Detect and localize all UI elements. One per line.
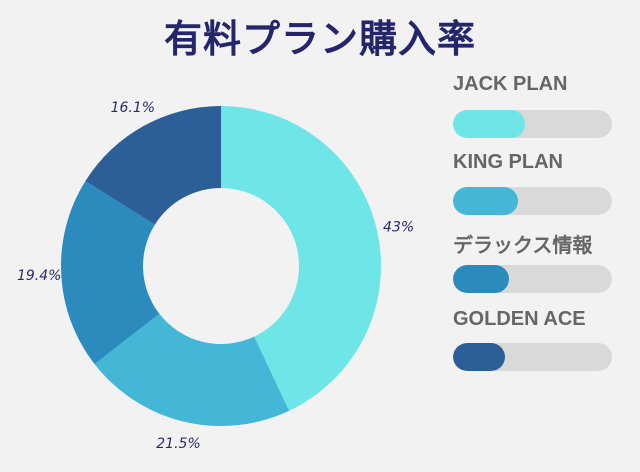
pct-label-jack-plan: 43% bbox=[383, 219, 414, 235]
slice-king-plan bbox=[94, 313, 290, 427]
legend-bar-fill-jack-plan bbox=[453, 110, 525, 138]
pct-label-golden-ace: 16.1% bbox=[111, 100, 155, 116]
pct-label-deluxe: 19.4% bbox=[17, 268, 61, 284]
slice-golden-ace bbox=[85, 106, 222, 225]
legend-bar-king-plan bbox=[453, 187, 612, 215]
legend-label-king-plan: KING PLAN bbox=[453, 151, 563, 173]
pct-label-king-plan: 21.5% bbox=[156, 436, 200, 452]
legend-bar-fill-king-plan bbox=[453, 187, 519, 215]
chart-title: 有料プラン購入率 bbox=[163, 17, 476, 61]
slice-deluxe bbox=[61, 181, 160, 365]
legend-bar-fill-golden-ace bbox=[453, 343, 506, 371]
legend-label-jack-plan: JACK PLAN bbox=[453, 73, 568, 95]
legend-label-deluxe: デラックス情報 bbox=[453, 235, 593, 257]
slice-jack-plan bbox=[221, 106, 382, 411]
donut-chart: 43% 21.5% 19.4% 16.1% bbox=[17, 100, 414, 452]
legend-label-golden-ace: GOLDEN ACE bbox=[453, 308, 586, 330]
legend-bar-deluxe bbox=[453, 265, 612, 293]
legend-bar-golden-ace bbox=[453, 343, 612, 371]
legend-bar-jack-plan bbox=[453, 110, 612, 138]
legend-bar-fill-deluxe bbox=[453, 265, 509, 293]
